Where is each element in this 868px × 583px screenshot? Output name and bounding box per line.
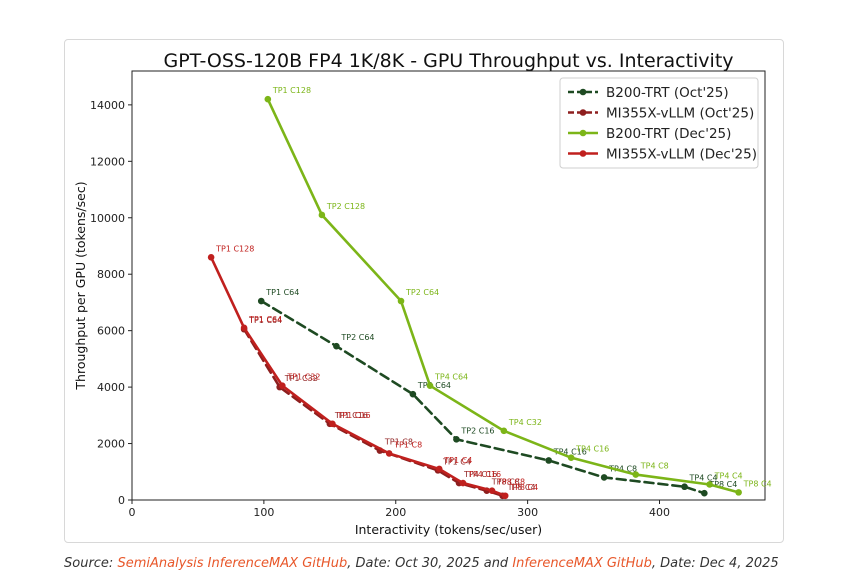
data-point-2-7 (706, 481, 713, 488)
data-point-2-8 (735, 489, 742, 496)
data-point-label-2-1: TP2 C128 (326, 202, 365, 211)
data-point-label-0-3: TP2 C16 (460, 426, 494, 435)
legend-label-3: MI355X-vLLM (Dec'25) (606, 147, 757, 163)
data-point-3-5 (435, 465, 443, 473)
data-point-0-0 (257, 297, 265, 305)
data-point-label-0-2: TP4 C64 (417, 381, 451, 390)
data-point-label-3-6: TP4 C16 (467, 470, 501, 479)
data-point-label-1-1: TP1 C32 (284, 374, 318, 383)
data-point-label-0-1: TP2 C64 (340, 333, 374, 342)
data-point-2-2 (397, 297, 405, 305)
x-tick-label: 200 (385, 506, 406, 519)
data-point-0-1 (333, 342, 340, 350)
data-point-label-3-4: TP1 C8 (393, 440, 422, 449)
data-point-label-2-8: TP8 C4 (743, 479, 772, 488)
data-point-2-4 (500, 427, 508, 435)
data-point-label-1-7: TP8 C4 (507, 483, 536, 492)
data-point-label-2-7: TP4 C4 (714, 471, 743, 480)
data-point-label-3-3: TP1 C16 (336, 411, 370, 420)
data-point-label-0-7: TP8 C4 (708, 480, 737, 489)
data-point-label-3-0: TP1 C128 (215, 244, 254, 253)
source-middle-text: , Date: Oct 30, 2025 and (347, 556, 513, 571)
data-point-3-6 (459, 479, 467, 487)
y-tick-label: 2000 (97, 438, 125, 451)
chart-title: GPT-OSS-120B FP4 1K/8K - GPU Throughput … (163, 50, 733, 72)
data-point-0-4 (545, 457, 553, 464)
y-tick-label: 4000 (97, 381, 125, 394)
data-point-label-0-0: TP1 C64 (265, 288, 299, 297)
x-tick-label: 400 (649, 506, 670, 519)
data-point-0-5 (600, 474, 608, 481)
data-point-0-3 (453, 436, 460, 443)
plot-area-border (131, 70, 766, 501)
legend-marker-3 (579, 150, 587, 157)
series-line-0 (259, 299, 706, 495)
data-point-0-2 (409, 390, 417, 398)
data-point-2-5 (567, 454, 575, 461)
data-point-3-7 (488, 487, 496, 494)
legend-marker-2 (579, 129, 587, 137)
x-tick-label: 0 (129, 506, 136, 519)
source-caption: Source: SemiAnalysis InferenceMAX GitHub… (64, 556, 779, 571)
data-point-label-0-6: TP4 C4 (689, 474, 718, 483)
y-tick-label: 12000 (90, 155, 125, 168)
data-point-label-2-0: TP1 C128 (272, 86, 311, 95)
legend-marker-1 (579, 109, 587, 116)
data-point-label-0-5: TP4 C8 (608, 464, 637, 473)
data-point-label-2-3: TP4 C64 (434, 373, 468, 382)
source-prefix: Source: (64, 556, 118, 571)
data-point-label-3-2: TP1 C32 (286, 373, 320, 382)
source-link-semianalysis[interactable]: SemiAnalysis InferenceMAX GitHub (117, 556, 348, 571)
x-axis-label: Interactivity (tokens/sec/user) (355, 522, 542, 537)
data-point-2-6 (632, 471, 640, 478)
legend-label-2: B200-TRT (Dec'25) (606, 126, 731, 142)
data-point-3-8 (501, 492, 509, 500)
chart-frame: GPT-OSS-120B FP4 1K/8K - GPU Throughput … (64, 39, 784, 543)
data-point-label-1-5: TP4 C16 (463, 470, 497, 479)
data-point-3-3 (329, 420, 336, 428)
data-point-label-2-6: TP4 C8 (640, 462, 669, 471)
legend-label-0: B200-TRT (Oct'25) (606, 85, 729, 101)
y-tick-label: 14000 (90, 99, 125, 112)
data-point-label-1-3: TP1 C8 (384, 438, 413, 447)
legend-box (559, 77, 759, 169)
y-axis-label: Throughput per GPU (tokens/sec) (73, 181, 88, 390)
data-point-0-7 (701, 489, 708, 497)
x-tick-label: 100 (253, 506, 274, 519)
data-point-label-1-4: TP1 C4 (442, 457, 471, 466)
data-point-3-4 (385, 450, 393, 457)
data-point-label-3-5: TP1 C4 (443, 456, 472, 465)
data-point-3-1 (240, 324, 248, 332)
y-tick-label: 6000 (97, 325, 125, 338)
y-tick-label: 0 (118, 494, 125, 507)
data-point-label-3-1: TP1 C64 (248, 315, 282, 324)
data-point-0-6 (681, 483, 688, 491)
data-point-label-1-0: TP1 C64 (248, 316, 282, 325)
data-point-label-1-2: TP1 C16 (334, 411, 368, 420)
y-tick-label: 8000 (97, 268, 125, 281)
data-point-3-2 (279, 382, 286, 389)
data-point-label-1-6: TP8 C8 (491, 478, 520, 487)
legend-label-1: MI355X-vLLM (Oct'25) (606, 106, 754, 122)
data-point-label-2-2: TP2 C64 (405, 288, 439, 297)
chart-canvas: GPT-OSS-120B FP4 1K/8K - GPU Throughput … (73, 50, 772, 537)
data-point-2-1 (318, 211, 326, 219)
data-point-label-0-4: TP4 C16 (553, 447, 587, 456)
source-suffix: , Date: Dec 4, 2025 (651, 556, 779, 571)
data-point-label-3-8: TP8 C4 (509, 483, 538, 492)
data-point-2-3 (426, 382, 434, 389)
legend-marker-0 (579, 88, 587, 96)
data-point-label-2-4: TP4 C32 (508, 418, 542, 427)
data-point-label-2-5: TP4 C16 (575, 445, 609, 454)
data-point-label-3-7: TP8 C8 (496, 478, 525, 487)
x-tick-label: 300 (517, 506, 538, 519)
data-point-3-0 (207, 253, 215, 261)
data-point-2-0 (264, 95, 272, 103)
y-tick-label: 10000 (90, 212, 125, 225)
source-link-inferencemax[interactable]: InferenceMAX GitHub (512, 556, 652, 571)
